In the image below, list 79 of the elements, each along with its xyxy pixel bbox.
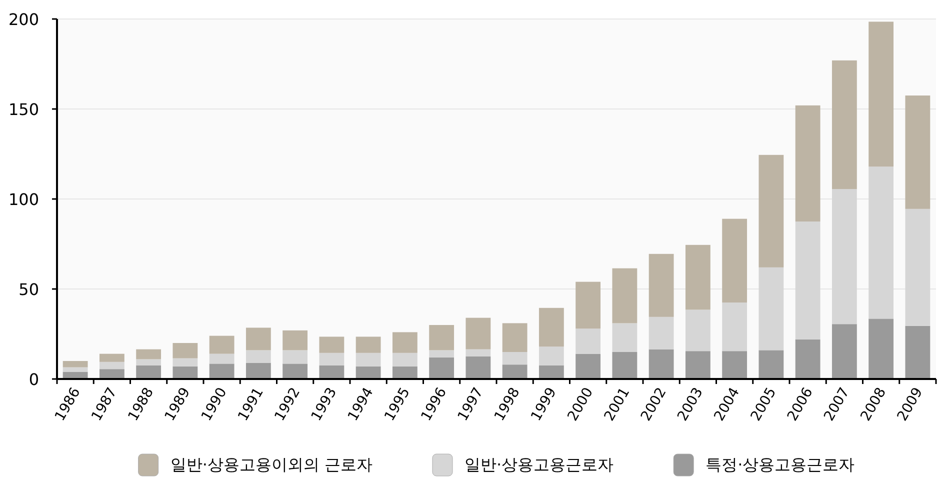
bar (538, 346, 564, 366)
bar (832, 189, 857, 324)
bar (429, 350, 454, 358)
bar (62, 367, 88, 372)
bar (392, 366, 418, 379)
bar (648, 316, 674, 350)
bar (685, 351, 710, 379)
bar (356, 366, 381, 379)
bar (466, 356, 491, 379)
bar (612, 268, 638, 324)
bar (538, 366, 564, 379)
bar (868, 22, 894, 167)
bar (319, 366, 344, 379)
bar (209, 364, 234, 379)
bar (392, 332, 418, 353)
bar (319, 352, 344, 366)
bar (722, 218, 748, 302)
bar (466, 318, 491, 350)
y-tick-label: 0 (28, 370, 39, 389)
bar (136, 359, 162, 366)
bar (722, 351, 748, 379)
y-tick-label: 50 (18, 280, 39, 299)
bar (209, 336, 234, 354)
bar (282, 364, 308, 379)
bar (392, 352, 418, 366)
bar (99, 362, 124, 370)
y-tick-label: 200 (8, 10, 39, 29)
bar (282, 350, 308, 364)
bar (576, 282, 601, 329)
bar (795, 105, 820, 222)
bar (868, 318, 894, 379)
bar (905, 326, 930, 379)
bar (868, 166, 894, 319)
bar (648, 349, 674, 379)
bar (282, 330, 308, 350)
bar (172, 358, 198, 366)
bar (685, 310, 710, 352)
bar (685, 244, 710, 310)
bar (612, 352, 638, 379)
y-tick-label: 100 (8, 190, 39, 209)
bar (246, 328, 271, 350)
bar (832, 324, 857, 379)
y-tick-label: 150 (8, 100, 39, 119)
bar (832, 60, 857, 190)
bar (209, 354, 234, 364)
bar (576, 354, 601, 379)
bar (758, 154, 784, 268)
legend-label: 일반·상용고용이외의 근로자 (170, 455, 372, 474)
bar (502, 364, 528, 379)
bar (136, 349, 162, 360)
bar (356, 352, 381, 366)
bar (502, 352, 528, 365)
legend-label: 특정·상용고용근로자 (706, 455, 855, 474)
bar (576, 328, 601, 354)
bar (246, 350, 271, 363)
bar (758, 267, 784, 350)
bar (136, 366, 162, 379)
bar (648, 254, 674, 317)
bar (62, 361, 88, 368)
bar (172, 366, 198, 379)
bar (172, 343, 198, 358)
bar (905, 208, 930, 326)
bar (722, 302, 748, 352)
bar (905, 96, 930, 209)
bar (502, 323, 528, 352)
bar (99, 354, 124, 362)
bar (319, 336, 344, 353)
bar (99, 369, 124, 379)
bar (758, 350, 784, 379)
bar (538, 308, 564, 347)
bar (795, 222, 820, 340)
bar (429, 325, 454, 350)
bar (612, 323, 638, 352)
bar (795, 339, 820, 379)
bar (429, 357, 454, 379)
bar (466, 349, 491, 356)
bar (356, 336, 381, 353)
legend-label: 일반·상용고용근로자 (464, 455, 614, 474)
bar (246, 362, 271, 379)
